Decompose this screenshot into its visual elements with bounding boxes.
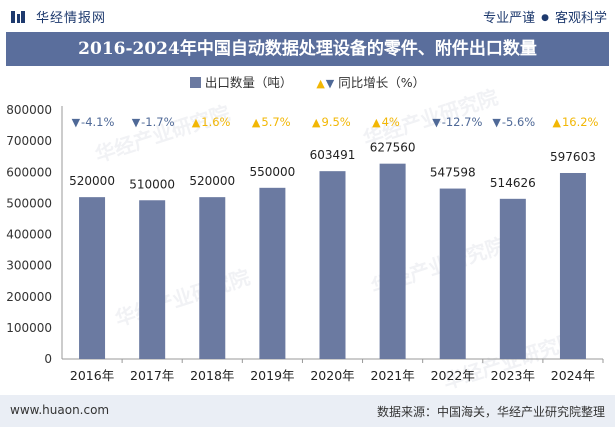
- growth-up-icon: ▲: [192, 116, 201, 129]
- footer: www.huaon.com 数据来源：中国海关，华经产业研究院整理: [0, 395, 615, 427]
- growth-label: -5.6%: [502, 115, 535, 129]
- triangle-up-icon: ▲: [316, 77, 325, 90]
- growth-up-icon: ▲: [252, 116, 261, 129]
- growth-label: 5.7%: [261, 115, 290, 129]
- tagline-left: 专业严谨: [483, 11, 536, 26]
- growth-label: 4%: [382, 115, 400, 129]
- y-tick-label: 500000: [6, 196, 52, 210]
- legend-bar-label: 出口数量（吨）: [204, 75, 293, 90]
- growth-down-icon: ▼: [432, 116, 441, 129]
- footer-source: 数据来源：中国海关，华经产业研究院整理: [376, 405, 605, 419]
- growth-label: -1.7%: [141, 115, 174, 129]
- legend-item-growth: ▲▼ 同比增长（%）: [316, 72, 425, 91]
- y-tick-label: 100000: [6, 321, 52, 335]
- footer-url: www.huaon.com: [10, 403, 110, 417]
- growth-down-icon: ▼: [492, 116, 501, 129]
- data-label: 597603: [550, 150, 596, 164]
- dot-separator-icon: ●: [541, 13, 549, 23]
- data-label: 603491: [310, 148, 356, 162]
- growth-label: 16.2%: [562, 115, 599, 129]
- x-tick-label: 2021年: [370, 368, 414, 383]
- bar: [259, 187, 286, 359]
- data-label: 627560: [370, 141, 416, 155]
- x-tick-label: 2017年: [130, 368, 174, 383]
- x-tick-label: 2018年: [190, 368, 234, 383]
- chart-title: 2016-2024年中国自动数据处理设备的零件、附件出口数量: [6, 32, 609, 66]
- x-tick-label: 2016年: [70, 368, 114, 383]
- legend-item-bars: 出口数量（吨）: [189, 72, 293, 91]
- y-tick-label: 200000: [6, 290, 52, 304]
- bar: [139, 200, 166, 359]
- y-tick-label: 0: [44, 352, 52, 366]
- bar-swatch-icon: [189, 77, 201, 88]
- data-label: 550000: [249, 165, 295, 179]
- brand-name: 华经情报网: [36, 11, 107, 26]
- bar-chart: 0 100000 200000 300000 400000 500000 600000 700…: [6, 103, 604, 383]
- y-tick-label: 300000: [6, 259, 52, 273]
- growth-down-icon: ▼: [72, 116, 81, 129]
- data-label: 520000: [69, 174, 115, 188]
- triangle-down-icon: ▼: [325, 77, 335, 90]
- x-tick-label: 2020年: [310, 368, 354, 383]
- x-tick-label: 2024年: [551, 368, 595, 383]
- x-tick-label: 2023年: [491, 368, 535, 383]
- growth-up-icon: ▲: [312, 116, 321, 129]
- logo-icon: [11, 11, 25, 23]
- tagline: 专业严谨 ● 客观科学: [483, 7, 607, 26]
- bar: [319, 171, 346, 359]
- growth-label: -12.7%: [442, 115, 483, 129]
- data-label: 510000: [129, 177, 175, 191]
- legend: 出口数量（吨） ▲▼ 同比增长（%）: [0, 72, 615, 92]
- bar: [559, 172, 586, 359]
- growth-label: 1.6%: [201, 115, 230, 129]
- y-tick-label: 800000: [6, 103, 52, 117]
- tagline-right: 客观科学: [554, 11, 607, 26]
- data-label: 514626: [490, 176, 536, 190]
- data-label: 547598: [430, 166, 476, 180]
- y-tick-label: 400000: [6, 228, 52, 242]
- legend-growth-label: 同比增长（%）: [338, 75, 426, 90]
- growth-label: 9.5%: [322, 115, 351, 129]
- x-tick-label: 2022年: [431, 368, 475, 383]
- data-label: 520000: [189, 174, 235, 188]
- bar: [439, 188, 466, 359]
- bar: [79, 197, 106, 359]
- bar: [199, 197, 226, 359]
- x-tick-label: 2019年: [250, 368, 294, 383]
- growth-down-icon: ▼: [132, 116, 141, 129]
- growth-up-icon: ▲: [552, 116, 561, 129]
- top-bar: 华经情报网 专业严谨 ● 客观科学: [0, 0, 615, 32]
- y-tick-label: 700000: [6, 134, 52, 148]
- y-tick-label: 600000: [6, 165, 52, 179]
- growth-label: -4.1%: [81, 115, 114, 129]
- bar: [379, 163, 406, 359]
- bar: [499, 198, 526, 359]
- growth-up-icon: ▲: [372, 116, 381, 129]
